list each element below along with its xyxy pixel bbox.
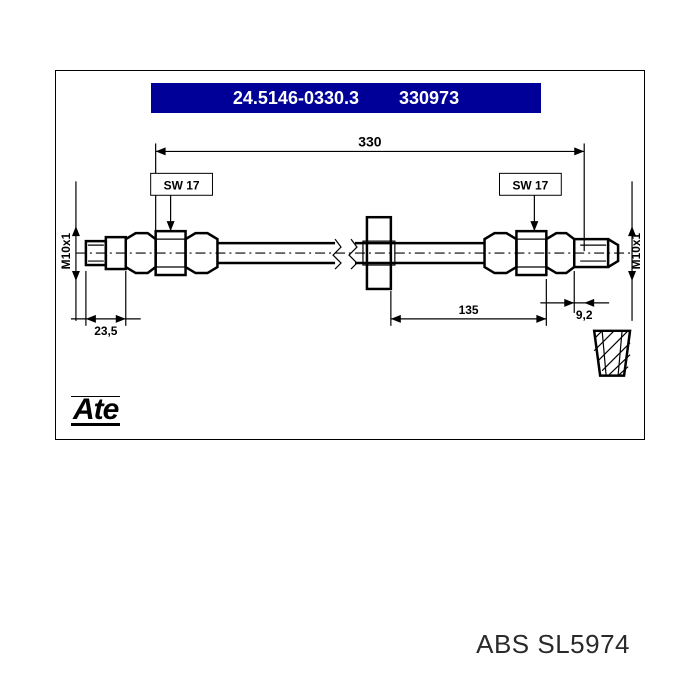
ate-logo: Ate	[71, 393, 120, 427]
dim-total-length-value: 330	[358, 133, 382, 149]
dim-left-end: 23,5	[71, 271, 141, 338]
end-view-detail	[594, 331, 630, 376]
wrench-right-text: SW 17	[512, 178, 548, 192]
ate-logo-text: Ate	[71, 396, 120, 426]
thread-right-label: M10x1	[628, 181, 643, 321]
footer-part-label: ABS SL5974	[476, 629, 630, 660]
dim-right-tip: 9,2	[540, 271, 609, 322]
part-code: 24.5146-0330.3	[233, 88, 359, 109]
thread-left-label: M10x1	[59, 181, 80, 321]
wrench-left-box: SW 17	[151, 173, 213, 231]
diagram-area: 330 M10x1 M10x1 SW 17	[56, 121, 644, 431]
technical-drawing-frame: 24.5146-0330.3 330973 330 M10x1	[55, 70, 645, 440]
ref-code: 330973	[399, 88, 459, 109]
thread-left-text: M10x1	[59, 232, 73, 269]
dim-right-tip-value: 9,2	[576, 308, 593, 322]
thread-right-text: M10x1	[629, 232, 643, 269]
wrench-right-box: SW 17	[499, 173, 561, 231]
dim-right-seg-value: 135	[459, 303, 479, 317]
part-number-bar: 24.5146-0330.3 330973	[151, 83, 541, 113]
brake-hose-diagram: 330 M10x1 M10x1 SW 17	[56, 121, 644, 431]
wrench-left-text: SW 17	[164, 178, 200, 192]
dim-right-seg: 135	[391, 279, 546, 326]
dim-left-end-value: 23,5	[94, 324, 118, 338]
